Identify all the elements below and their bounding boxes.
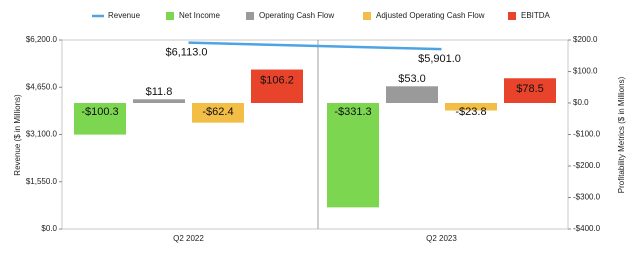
- y2-tick-label: -$200.0: [573, 161, 601, 170]
- bar: [251, 69, 303, 103]
- data-label: $11.8: [146, 86, 173, 98]
- bar: [386, 86, 438, 103]
- data-label: -$23.8: [455, 106, 486, 118]
- bar: [74, 103, 126, 135]
- y2-tick-label: $0.0: [573, 98, 589, 107]
- y2-axis-title: Profitability Metrics ($ in Millions): [617, 76, 626, 193]
- y2-tick-label: $200.0: [573, 35, 598, 44]
- data-label: -$331.3: [334, 106, 371, 118]
- data-label: $106.2: [260, 74, 294, 86]
- legend-label: Revenue: [108, 11, 141, 20]
- data-label: $53.0: [398, 73, 426, 85]
- y2-tick-label: -$300.0: [573, 193, 601, 202]
- bar: [192, 103, 244, 123]
- y-tick-label: $4,650.0: [26, 82, 58, 91]
- legend-label: Net Income: [179, 11, 220, 20]
- bar: [133, 99, 185, 103]
- x-tick-label: Q2 2023: [426, 234, 457, 243]
- legend-swatch: [508, 12, 516, 20]
- plot-frame: [61, 39, 569, 230]
- legend-label: Adjusted Operating Cash Flow: [376, 11, 485, 20]
- data-label: $5,901.0: [418, 53, 461, 65]
- revenue-line: [188, 41, 442, 51]
- data-label: $6,113.0: [165, 47, 207, 59]
- x-tick-label: Q2 2022: [173, 234, 204, 243]
- legend-label: EBITDA: [521, 11, 551, 20]
- y2-tick-label: -$100.0: [573, 130, 601, 139]
- y2-tick-label: $100.0: [573, 67, 598, 76]
- data-label: -$100.3: [81, 106, 118, 118]
- bar: [445, 103, 497, 111]
- legend-swatch: [246, 12, 254, 20]
- y-tick-label: $3,100.0: [26, 130, 58, 139]
- bar: [504, 78, 556, 103]
- y2-tick-label: -$400.0: [573, 224, 601, 233]
- bar: [327, 103, 379, 208]
- data-label: $78.5: [516, 83, 544, 95]
- data-label: -$62.4: [202, 106, 233, 118]
- legend-swatch: [363, 12, 371, 20]
- y-tick-label: $6,200.0: [26, 35, 58, 44]
- legend-swatch: [166, 12, 174, 20]
- y-tick-label: $0.0: [41, 224, 57, 233]
- y-tick-label: $1,550.0: [26, 177, 58, 186]
- y-axis-title: Revenue ($ in Millions): [13, 94, 22, 176]
- legend-label: Operating Cash Flow: [259, 11, 334, 20]
